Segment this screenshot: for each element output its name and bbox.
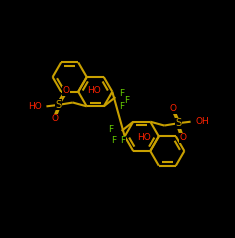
Text: F: F [124,96,129,105]
Text: O: O [169,104,176,113]
Text: HO: HO [28,102,42,111]
Text: O: O [51,114,59,123]
Text: O: O [179,133,186,142]
Text: S: S [56,100,62,110]
Text: HO: HO [137,133,151,142]
Text: F: F [111,136,116,145]
Text: OH: OH [195,117,209,126]
Text: F: F [108,125,113,134]
Text: HO: HO [88,86,101,95]
Text: O: O [62,86,69,95]
Text: F: F [121,136,126,145]
Text: F: F [119,89,124,98]
Text: F: F [119,102,124,111]
Text: S: S [175,118,181,128]
